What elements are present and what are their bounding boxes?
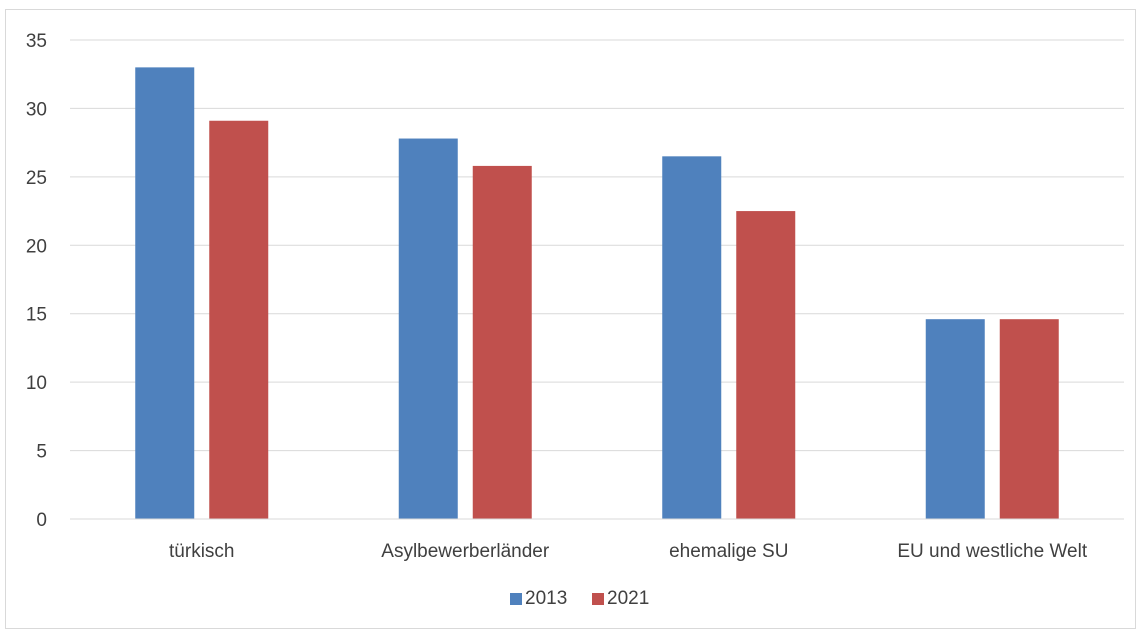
y-axis-tick-labels: 0 5 10 15 20 25 30 35 bbox=[26, 31, 47, 531]
y-tick-label: 30 bbox=[26, 99, 47, 120]
y-tick-label: 25 bbox=[26, 168, 47, 189]
x-category-label: Asylbewerberländer bbox=[381, 541, 550, 562]
bar-2013-0 bbox=[135, 67, 195, 519]
x-category-label: EU und westliche Welt bbox=[897, 541, 1087, 562]
bar-2021-2 bbox=[736, 211, 796, 520]
y-tick-label: 20 bbox=[26, 236, 47, 257]
x-category-label: ehemalige SU bbox=[669, 541, 788, 562]
legend-swatch-2013 bbox=[510, 593, 522, 605]
y-tick-label: 0 bbox=[36, 510, 47, 531]
bars bbox=[135, 67, 1059, 520]
y-tick-label: 35 bbox=[26, 31, 47, 52]
bar-2013-3 bbox=[925, 319, 985, 519]
legend-label-2013: 2013 bbox=[525, 588, 567, 609]
bar-2013-2 bbox=[662, 156, 722, 520]
legend: 2013 2021 bbox=[510, 588, 649, 609]
y-tick-label: 5 bbox=[36, 442, 47, 463]
bar-2013-1 bbox=[398, 138, 458, 519]
x-category-label: türkisch bbox=[169, 541, 234, 562]
x-axis-category-labels: türkisch Asylbewerberländer ehemalige SU EU… bbox=[169, 541, 1088, 562]
legend-swatch-2021 bbox=[592, 593, 604, 605]
y-tick-label: 10 bbox=[26, 373, 47, 394]
bar-2021-1 bbox=[472, 165, 532, 519]
bar-2021-3 bbox=[999, 319, 1059, 519]
bar-2021-0 bbox=[209, 120, 269, 519]
y-tick-label: 15 bbox=[26, 305, 47, 326]
legend-label-2021: 2021 bbox=[607, 588, 649, 609]
